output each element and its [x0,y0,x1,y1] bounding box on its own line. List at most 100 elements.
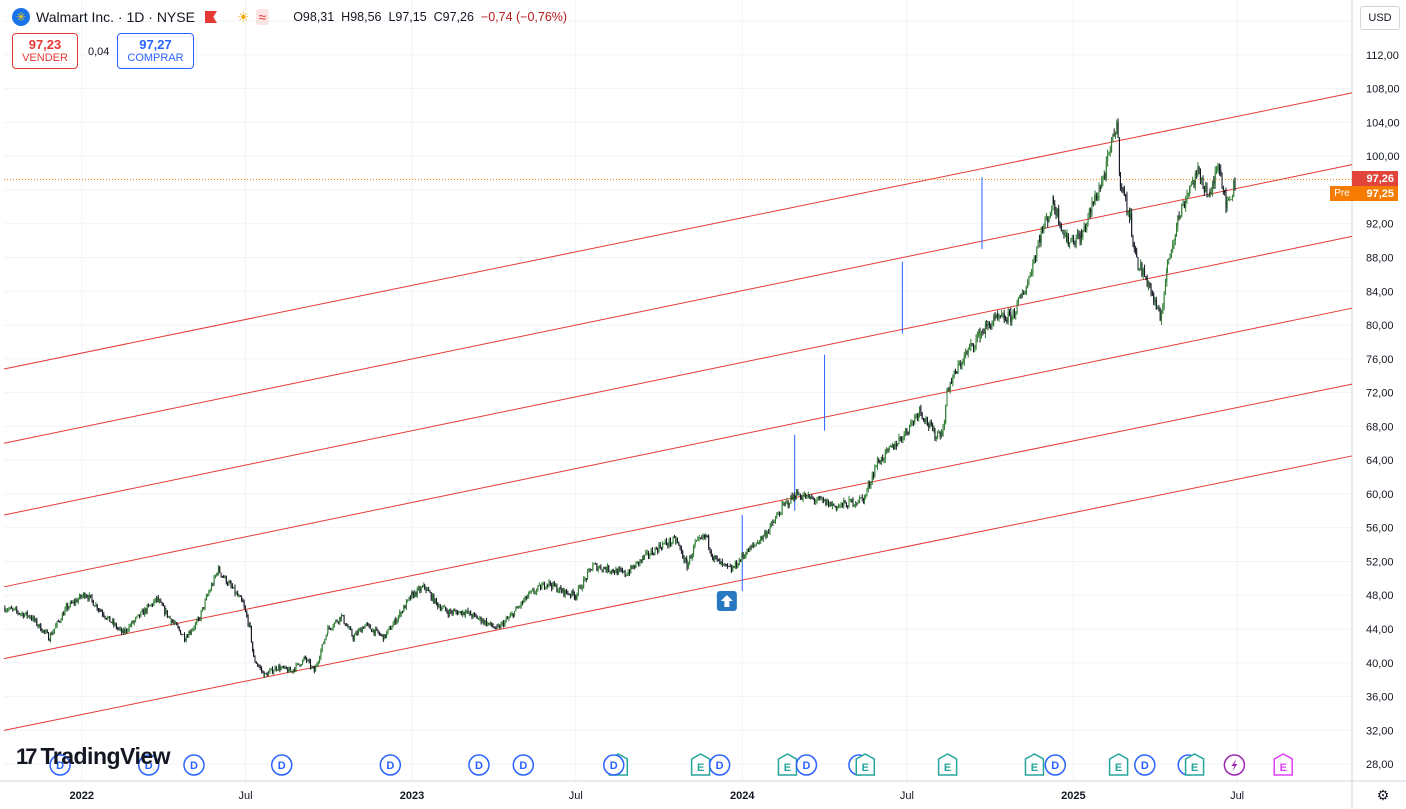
candle-body [261,668,263,672]
candle-body [221,576,223,577]
candle-body [140,611,142,617]
candle-body [583,578,585,588]
settings-icon[interactable]: ⚙ [1376,786,1390,803]
candle-body [424,584,426,588]
dividend-event-icon[interactable] [1134,754,1156,776]
dividend-event-icon[interactable] [270,754,293,776]
candle-body [91,596,93,601]
candle-body [339,616,341,623]
candle-body [291,670,293,672]
dividend-event-icon[interactable] [512,754,535,776]
earnings-event-letter: E [1031,762,1038,774]
buy-price: 97,27 [139,37,172,52]
y-tick-label: 44,00 [1366,624,1394,636]
sun-icon[interactable]: ☀ [236,8,250,25]
sell-button[interactable]: 97,23 VENDER [12,33,78,69]
dividend-event-icon[interactable] [468,754,490,776]
dividend-event-icon[interactable] [708,754,731,776]
candle-body [1125,195,1127,197]
candle-body [405,600,407,609]
candle-body [69,602,71,607]
candle-body [611,569,613,573]
candle-body [636,561,638,563]
candle-body [791,495,793,500]
earnings-event-icon[interactable] [1024,753,1045,776]
earnings-event-icon[interactable] [1273,753,1293,776]
candle-body [888,446,890,450]
dividend-event-icon[interactable] [795,754,818,776]
y-tick-label: 64,00 [1366,455,1394,467]
candle-body [621,570,623,573]
candle-body [307,660,309,661]
candle-body [34,619,36,621]
tradingview-watermark[interactable]: 17 TradingView [16,743,171,770]
currency-selector[interactable]: USD [1360,6,1400,30]
earnings-event-icon[interactable] [937,753,958,776]
candle-body [569,594,571,596]
wave-icon[interactable]: ≈ [255,9,270,25]
candle-body [142,610,144,615]
candle-body [1178,216,1180,218]
candle-body [17,611,19,614]
symbol-title[interactable]: Walmart Inc. · 1D · NYSE [36,9,195,25]
candle-body [381,634,383,636]
candle-body [847,507,849,509]
dividend-event-icon[interactable] [603,754,625,776]
candle-body [702,535,704,539]
candle-body [1060,224,1062,232]
candle-body [519,606,521,608]
candle-body [1067,234,1069,245]
candle-body [699,537,701,539]
dividend-event-icon[interactable] [379,754,402,776]
candle-body [1192,180,1194,185]
candle-body [1008,311,1010,313]
y-tick-label: 108,00 [1366,84,1400,96]
candle-body [1168,258,1170,260]
candle-body [1212,181,1214,192]
candle-body [1201,178,1203,180]
candle-body [22,613,24,618]
earnings-event-icon[interactable] [1184,753,1205,776]
candle-body [335,620,337,623]
candle-body [144,608,146,615]
buy-button[interactable]: 97,27 COMPRAR [117,33,194,69]
candle-body [555,585,557,587]
candle-body [938,432,940,433]
candle-body [1108,151,1110,156]
candle-body [880,457,882,464]
dividend-event-icon[interactable] [183,754,205,776]
candle-body [754,544,756,546]
candle-body [1045,218,1047,219]
candle-body [905,428,907,434]
candle-body [137,614,139,617]
candle-body [1159,311,1161,321]
candle-body [340,615,342,620]
earnings-event-icon[interactable] [1108,753,1129,776]
candle-body [488,622,490,624]
dividend-event-icon[interactable] [49,754,71,776]
flag-icon[interactable] [204,11,217,23]
dividend-event-icon[interactable] [1044,754,1067,776]
candle-body [449,610,451,616]
earnings-event-icon[interactable] [855,753,876,776]
dividend-event-letter: D [386,760,394,772]
candle-body [609,571,611,573]
candle-body [88,594,90,600]
candle-body [491,622,493,626]
candle-body [851,499,853,502]
candle-body [749,546,751,553]
candle-body [1163,293,1165,307]
dividend-event-icon[interactable] [138,754,160,776]
candle-body [342,615,344,616]
candle-body [57,621,59,623]
candle-body [1039,237,1041,243]
x-tick-label: Jul [239,790,253,802]
candle-body [1044,218,1046,226]
candle-body [299,664,301,666]
candle-body [376,628,378,630]
candle-body [351,629,353,636]
candle-body [907,432,909,434]
candle-body [1133,242,1135,249]
candle-body [675,539,677,543]
